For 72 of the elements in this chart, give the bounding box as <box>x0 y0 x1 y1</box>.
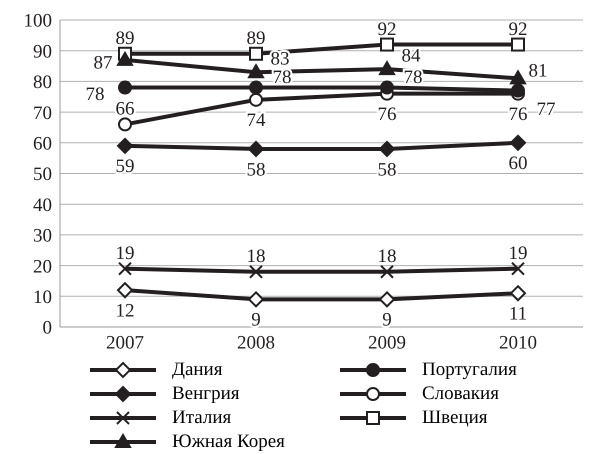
legend-label: Италия <box>172 407 232 429</box>
point <box>248 291 264 308</box>
data-label: 12 <box>116 300 134 322</box>
point <box>118 80 132 95</box>
x-tick-label: 2010 <box>499 332 537 354</box>
point <box>511 38 525 52</box>
point <box>511 262 525 276</box>
data-label: 9 <box>382 310 392 331</box>
data-label: 76 <box>378 104 396 126</box>
point <box>379 61 395 76</box>
y-tick-label: 60 <box>33 134 52 155</box>
y-tick-label: 30 <box>33 226 52 247</box>
data-label: 66 <box>116 98 134 120</box>
y-tick-label: 80 <box>33 72 52 94</box>
point <box>380 38 394 52</box>
data-label: 19 <box>508 243 528 264</box>
y-tick-label: 50 <box>33 164 52 186</box>
y-tick-label: 100 <box>24 10 52 32</box>
point <box>510 134 526 151</box>
point <box>117 138 133 154</box>
data-label: 92 <box>378 18 396 40</box>
point <box>380 264 394 279</box>
point <box>249 80 263 95</box>
point <box>249 46 263 61</box>
y-tick-label: 40 <box>33 194 52 216</box>
point <box>380 80 394 95</box>
legend-label: Словакия <box>422 383 499 405</box>
legend-label: Южная Корея <box>172 431 285 453</box>
data-label: 78 <box>86 84 104 105</box>
legend-label: Дания <box>172 359 222 381</box>
data-label: 58 <box>246 159 266 180</box>
data-label: 18 <box>246 246 266 268</box>
legend-label: Венгрия <box>172 383 240 405</box>
data-label: 60 <box>508 153 528 174</box>
x-tick-label: 2009 <box>368 332 406 354</box>
data-label: 92 <box>508 18 528 40</box>
data-label: 81 <box>528 60 548 82</box>
point <box>248 140 264 157</box>
data-label: 87 <box>94 52 112 74</box>
point <box>248 64 264 78</box>
data-label: 58 <box>378 159 396 180</box>
point <box>510 285 526 302</box>
point <box>117 52 133 66</box>
data-label: 89 <box>116 28 134 50</box>
point <box>118 262 132 276</box>
legend-label: Португалия <box>422 359 517 381</box>
data-label: 18 <box>378 246 396 268</box>
data-label: 9 <box>251 310 261 331</box>
data-label: 84 <box>402 45 421 66</box>
y-tick-label: 90 <box>33 41 52 62</box>
point <box>118 117 132 132</box>
data-label: 76 <box>508 104 528 126</box>
data-label: 11 <box>508 304 528 325</box>
data-label: 89 <box>246 28 266 50</box>
point <box>379 291 395 308</box>
y-tick-label: 20 <box>33 256 52 278</box>
point <box>117 282 133 298</box>
x-tick-label: 2007 <box>106 332 144 354</box>
point <box>249 264 263 279</box>
point <box>379 140 395 157</box>
data-label: 59 <box>116 156 134 178</box>
point <box>249 92 263 107</box>
x-tick-label: 2008 <box>237 332 275 354</box>
y-tick-label: 70 <box>33 102 52 124</box>
data-label: 19 <box>116 243 134 264</box>
point <box>510 70 526 84</box>
data-label: 74 <box>246 110 266 132</box>
legend-label: Швеция <box>422 407 488 429</box>
y-tick-label: 0 <box>42 318 52 339</box>
point <box>511 84 525 98</box>
data-label: 77 <box>536 98 556 120</box>
y-tick-label: 10 <box>33 287 52 308</box>
